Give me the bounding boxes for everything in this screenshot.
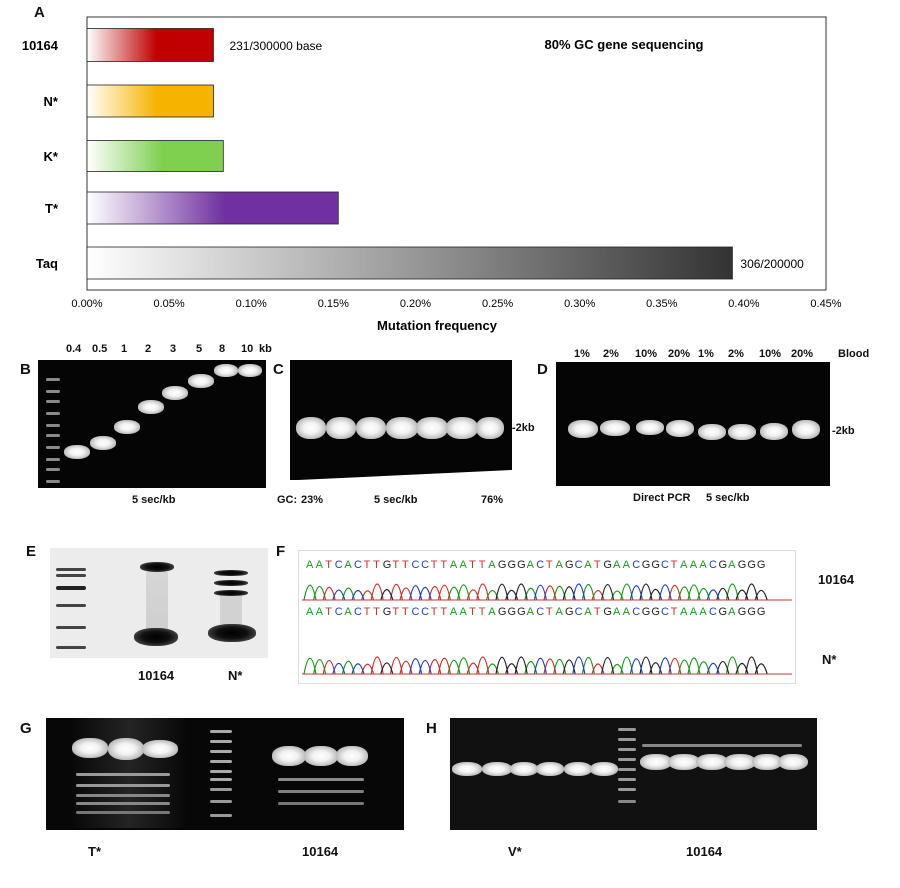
x-tick-label-4: 0.20% [400,298,431,310]
panel-c-caption: 5 sec/kb [374,494,418,506]
panel-label-e: E [26,543,37,560]
panel-label-b: B [20,361,31,378]
panel-b-size-2: 1 [121,343,128,355]
chart-title: 80% GC gene sequencing [545,37,704,52]
panel-h-gel [450,718,817,830]
panel-f-trace-10164 [302,583,792,601]
panel-f-label-n: N* [822,652,837,667]
panel-d-percent-1: 2% [603,348,619,360]
panel-c-gc-prefix: GC: [277,494,298,506]
panel-f-label-10164: 10164 [818,572,855,587]
bar-1 [86,84,214,118]
panel-d-percent-4: 1% [698,348,714,360]
trace-T [322,656,682,675]
panel-b-size-5: 5 [196,343,203,355]
panel-d-gel [556,362,830,486]
panel-b-caption: 5 sec/kb [132,494,176,506]
trace-C [332,583,720,601]
bar-0 [86,28,214,62]
annotation-1: 306/200000 [740,257,804,271]
panel-label-g: G [20,720,32,737]
category-label-3: T* [45,201,59,216]
x-tick-label-8: 0.40% [728,298,759,310]
mutation-frequency-chart: 10164 N* K* T* Taq 231/300000 base 306/200000 0… [22,16,842,333]
panel-g-label-10164: 10164 [302,844,339,859]
x-tick-label-1: 0.05% [154,298,185,310]
panel-b-size-0: 0.4 [66,343,82,355]
bar-3 [86,191,339,225]
x-tick-label-3: 0.15% [318,298,349,310]
panel-g-label-t: T* [88,844,101,859]
trace-G [380,656,768,675]
panel-h-label-10164: 10164 [686,844,723,859]
bar-4 [86,246,733,280]
panel-f-sequence-10164: A A T CA CT T GT T CCT T A A T T A GGGA CT A GCA T GA A CGGCT A… [306,559,766,571]
category-label-0: 10164 [22,38,59,53]
panel-b-size-6: 8 [219,343,226,355]
panel-d-caption-1: Direct PCR [633,492,691,504]
panel-label-c: C [273,361,284,378]
x-axis-label: Mutation frequency [377,318,498,333]
panel-e-label-10164: 10164 [138,668,175,683]
panel-d-percent-3: 20% [668,348,691,360]
bar-2 [86,140,224,172]
panel-b-size-4: 3 [170,343,177,355]
x-tick-label-2: 0.10% [236,298,267,310]
x-tick-label-0: 0.00% [71,298,102,310]
panel-d-percent-6: 10% [759,348,782,360]
panel-label-h: H [426,720,437,737]
panel-g-gel [46,718,404,830]
panel-f-trace-n [302,656,792,675]
panel-e-gel [50,548,268,658]
panel-b-size-7: 10 [241,343,254,355]
panel-d-marker: -2kb [832,425,855,437]
x-tick-label-9: 0.45% [810,298,841,310]
panel-c-marker: -2kb [512,422,535,434]
x-tick-label-7: 0.35% [646,298,677,310]
panel-label-a: A [34,4,45,21]
panel-c-gc-low: 23% [301,494,324,506]
panel-label-f: F [276,543,286,560]
x-tick-label-6: 0.30% [564,298,595,310]
panel-b-size-3: 2 [145,343,152,355]
panel-label-d: D [537,361,548,378]
trace-A [303,583,739,601]
panel-f-chromatogram-frame [298,550,796,684]
panel-b-unit: kb [259,343,272,355]
panel-d-percent-2: 10% [635,348,658,360]
x-tick-label-5: 0.25% [482,298,513,310]
panel-d-sample: Blood [838,348,870,360]
panel-d-percent-5: 2% [728,348,744,360]
panel-c-gel [290,360,512,480]
category-label-1: N* [44,94,59,109]
panel-e-label-n: N* [228,668,243,683]
panel-c-gc-high: 76% [481,494,504,506]
trace-T [322,583,682,601]
trace-C [332,656,720,675]
category-label-2: K* [44,149,59,164]
panel-b-size-1: 0.5 [92,343,108,355]
annotation-0: 231/300000 base [229,39,322,53]
panel-f-sequence-n: A A T CA CT T GT T CCT T A A T T A GGGA CT A GCA T GA A CGGCT A… [306,606,766,618]
panel-d-caption-2: 5 sec/kb [706,492,750,504]
panel-d-percent-0: 1% [574,348,590,360]
panel-h-label-v: V* [508,844,522,859]
trace-A [303,656,739,675]
panel-d-percent-7: 20% [791,348,814,360]
panel-b-gel [38,360,266,488]
trace-G [380,583,768,601]
category-label-4: Taq [36,256,58,271]
